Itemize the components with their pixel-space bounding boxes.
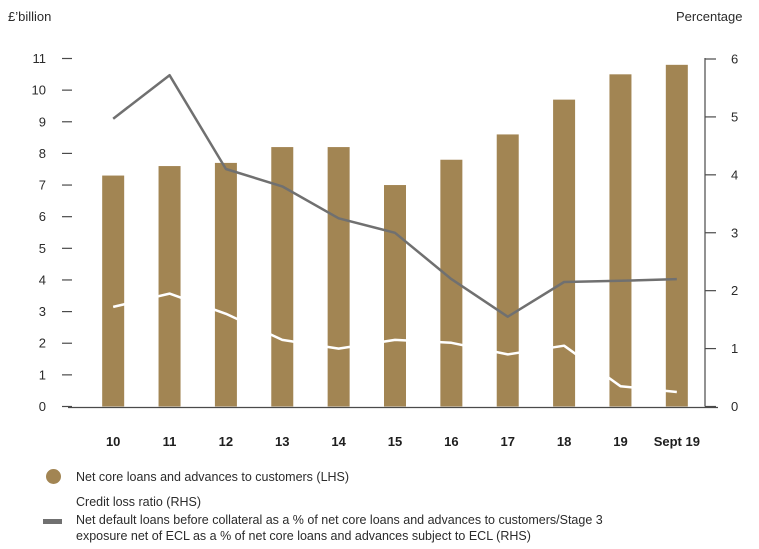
x-axis-category-label: 12 (219, 434, 233, 449)
x-axis-category-label: 16 (444, 434, 458, 449)
legend-default-label-line-2: exposure net of ECL as a % of net core l… (76, 529, 531, 543)
x-axis-category-label: 17 (500, 434, 514, 449)
legend-credit-loss-label: Credit loss ratio (RHS) (76, 495, 202, 509)
left-axis-tick-label: 10 (32, 83, 46, 98)
left-axis-tick-label: 3 (39, 304, 46, 319)
left-axis-tick-label: 9 (39, 114, 46, 129)
right-axis-unit-label: Percentage (676, 9, 743, 24)
bar (496, 134, 519, 407)
left-axis-tick-label: 5 (39, 241, 46, 256)
x-axis-category-label: 10 (106, 434, 120, 449)
legend-default-label: Net default loans before collateral as a… (76, 512, 716, 544)
legend-default-line-swatch (43, 519, 62, 524)
right-axis-tick-label: 0 (731, 399, 738, 414)
left-axis-tick-label: 8 (39, 146, 46, 161)
bar (553, 99, 576, 407)
x-axis-category-label: 15 (388, 434, 402, 449)
left-axis-tick-label: 1 (39, 367, 46, 382)
right-axis-tick-label: 3 (731, 225, 738, 240)
legend-bars-label: Net core loans and advances to customers… (76, 470, 350, 484)
legend-default-label-line-1: Net default loans before collateral as a… (76, 513, 603, 527)
left-axis-tick-label: 7 (39, 178, 46, 193)
right-axis-tick-label: 1 (731, 341, 738, 356)
left-axis-tick-label: 4 (39, 272, 46, 287)
right-axis-tick-label: 2 (731, 283, 738, 298)
right-axis-tick-label: 6 (731, 52, 738, 67)
x-axis-category-label: 13 (275, 434, 289, 449)
bar (158, 166, 181, 407)
x-axis-category-label: 18 (557, 434, 571, 449)
bar (609, 74, 632, 407)
x-axis-category-label: Sept 19 (654, 434, 700, 449)
x-axis-category-label: 19 (613, 434, 627, 449)
legend-bar-swatch (46, 469, 61, 484)
bar (665, 64, 688, 407)
left-axis-unit-label: £’billion (8, 9, 52, 24)
left-axis-tick-label: 2 (39, 336, 46, 351)
right-axis-tick-label: 5 (731, 109, 738, 124)
right-axis-tick-label: 4 (731, 167, 738, 182)
bar (384, 185, 406, 407)
left-axis-tick-label: 0 (39, 399, 46, 414)
left-axis-tick-label: 6 (39, 209, 46, 224)
bar (102, 175, 125, 407)
x-axis-category-label: 14 (331, 434, 346, 449)
left-axis-tick-label: 11 (33, 51, 47, 66)
bar (214, 162, 237, 407)
x-axis-category-label: 11 (163, 434, 177, 449)
bar (327, 147, 350, 407)
